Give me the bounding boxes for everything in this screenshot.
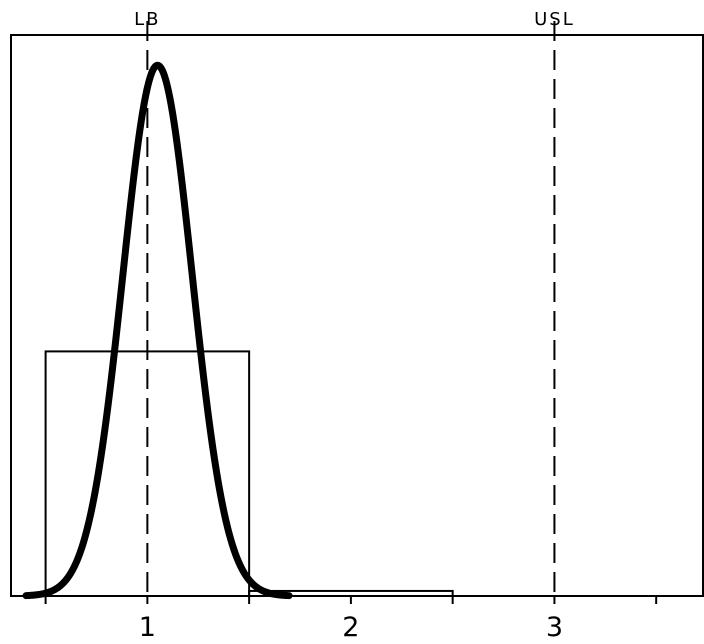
x-tick-label: 2 — [342, 612, 359, 643]
plot-frame — [10, 34, 704, 597]
reference-lines: LB USL — [134, 9, 575, 596]
normal-fit-curve — [22, 61, 293, 600]
x-axis: 1 2 3 — [44, 596, 658, 643]
x-tick-label: 1 — [139, 612, 156, 643]
fit-curve-group — [22, 61, 293, 600]
x-tick-label: 3 — [546, 612, 563, 643]
reference-label-usl: USL — [534, 9, 575, 30]
reference-label-lb: LB — [134, 9, 160, 30]
